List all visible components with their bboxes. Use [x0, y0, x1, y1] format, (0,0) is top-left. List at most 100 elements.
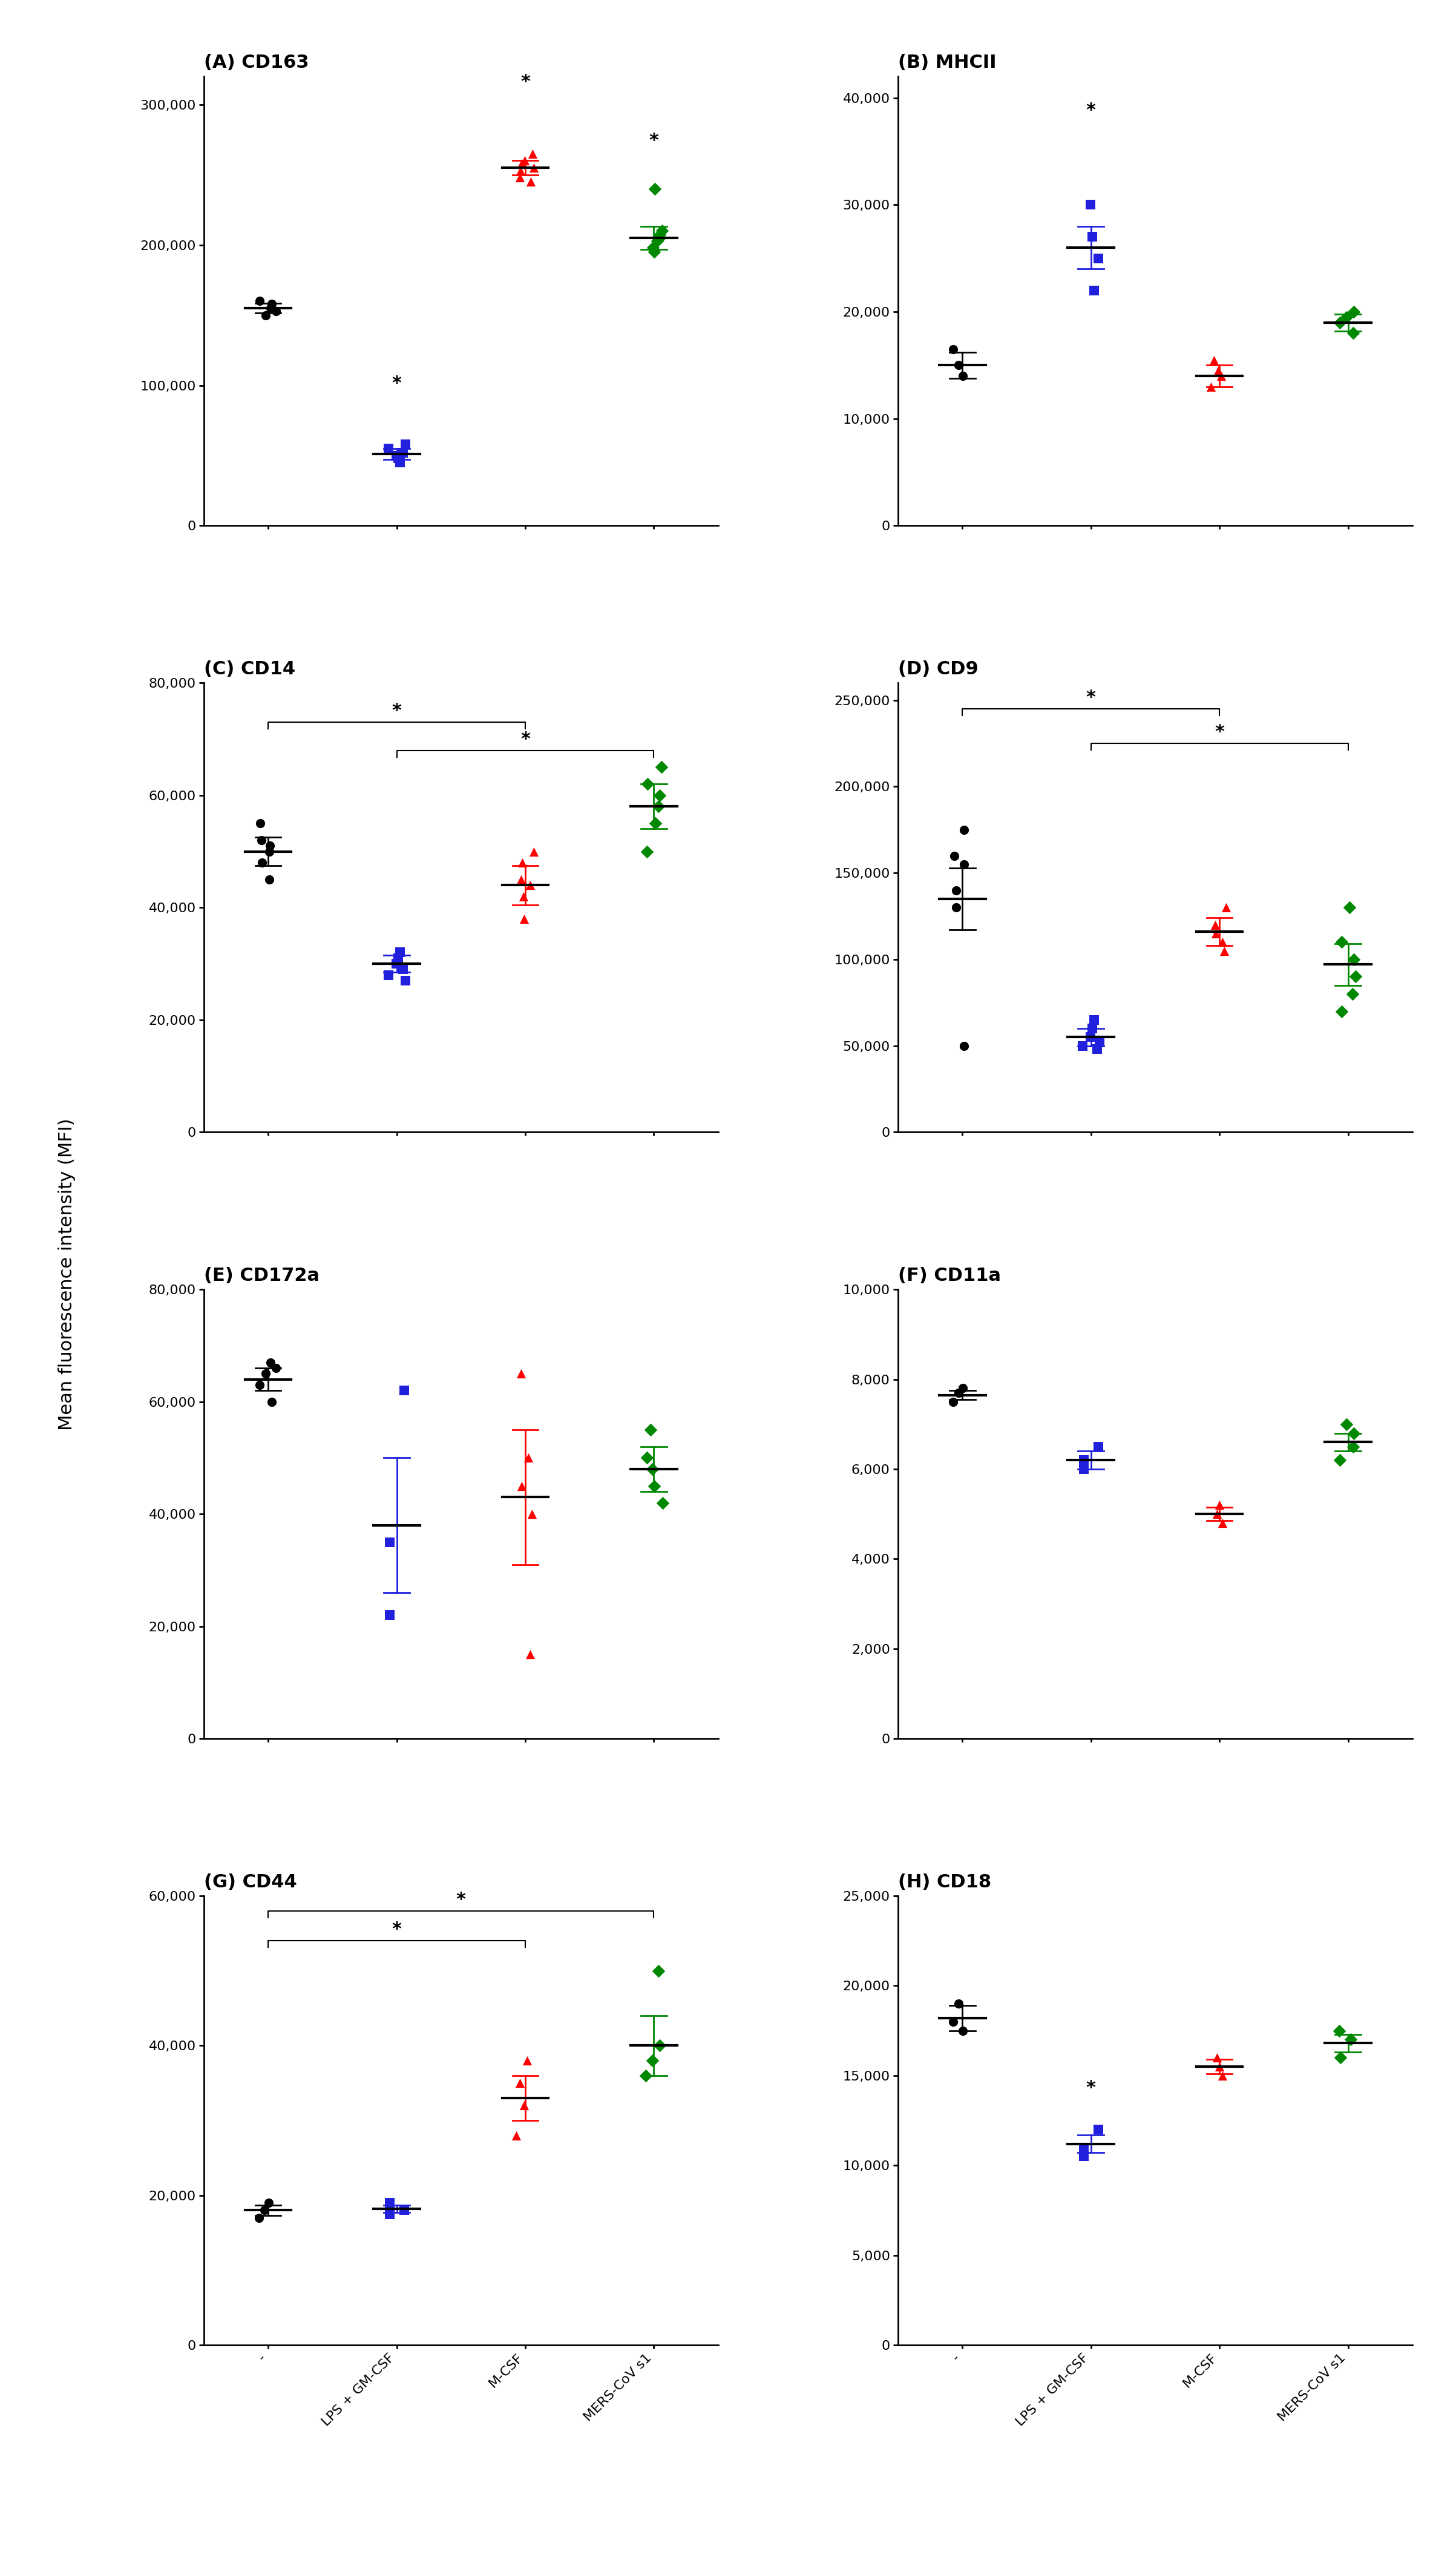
Point	[1210, 354, 1233, 395]
Point	[946, 1371, 970, 1412]
Point	[523, 148, 546, 189]
Point	[1072, 2126, 1095, 2167]
Point	[250, 841, 274, 882]
Text: (A) CD163: (A) CD163	[204, 54, 309, 71]
Point	[1328, 303, 1351, 344]
Point	[952, 811, 976, 851]
Point	[1329, 992, 1353, 1032]
Point	[1211, 1501, 1235, 1542]
Point	[1213, 930, 1236, 971]
Text: *: *	[1086, 102, 1096, 120]
Point	[392, 433, 415, 474]
Point	[249, 803, 272, 844]
Point	[392, 2190, 415, 2230]
Point	[1086, 2108, 1109, 2149]
Point	[517, 1438, 540, 1478]
Point	[649, 747, 673, 788]
Point	[1211, 923, 1235, 964]
Text: *: *	[392, 1922, 402, 1940]
Point	[648, 2026, 671, 2067]
Point	[1203, 339, 1226, 380]
Point	[1342, 938, 1366, 979]
Point	[1328, 1440, 1351, 1481]
Point	[641, 1448, 664, 1489]
Point	[258, 859, 281, 900]
Point	[1083, 270, 1107, 311]
Point	[1341, 314, 1364, 354]
Point	[511, 841, 534, 882]
Point	[642, 1466, 665, 1506]
Point	[259, 288, 282, 329]
Point	[248, 280, 271, 321]
Text: *: *	[392, 704, 402, 719]
Point	[1088, 1022, 1111, 1063]
Point	[255, 296, 278, 336]
Point	[386, 938, 409, 979]
Point	[392, 948, 415, 989]
Point	[1086, 1427, 1109, 1468]
Point	[633, 2054, 657, 2095]
Point	[952, 844, 976, 885]
Text: (F) CD11a: (F) CD11a	[898, 1267, 1000, 1285]
Text: (C) CD14: (C) CD14	[204, 660, 296, 678]
Point	[945, 887, 968, 928]
Point	[395, 961, 418, 1002]
Point	[520, 1494, 543, 1534]
Point	[641, 2039, 664, 2080]
Text: *: *	[456, 1891, 466, 1909]
Point	[261, 283, 284, 324]
Point	[951, 2011, 974, 2052]
Point	[379, 2182, 402, 2223]
Point	[248, 2197, 271, 2238]
Point	[1341, 1427, 1364, 1468]
Text: (E) CD172a: (E) CD172a	[204, 1267, 319, 1285]
Point	[645, 219, 668, 260]
Point	[1079, 1017, 1102, 1058]
Point	[646, 785, 670, 826]
Point	[384, 943, 408, 984]
Point	[642, 227, 665, 268]
Point	[513, 2085, 536, 2126]
Text: *: *	[1214, 724, 1224, 742]
Point	[510, 1466, 533, 1506]
Point	[1338, 887, 1361, 928]
Point	[945, 869, 968, 910]
Point	[1204, 913, 1227, 953]
Point	[377, 953, 400, 994]
Text: *: *	[1086, 2080, 1096, 2098]
Point	[1331, 923, 1354, 964]
Point	[508, 150, 531, 191]
Text: *: *	[649, 133, 658, 150]
Point	[518, 161, 542, 201]
Point	[1079, 184, 1102, 224]
Point	[635, 1438, 658, 1478]
Point	[255, 1354, 278, 1394]
Text: (D) CD9: (D) CD9	[898, 660, 978, 678]
Point	[952, 1025, 976, 1065]
Point	[635, 831, 658, 872]
Point	[1080, 1007, 1104, 1048]
Point	[1335, 296, 1358, 336]
Point	[515, 2039, 539, 2080]
Point	[1214, 887, 1238, 928]
Point	[648, 217, 671, 257]
Point	[942, 329, 965, 370]
Point	[395, 423, 418, 464]
Text: *: *	[520, 74, 530, 92]
Point	[1342, 1412, 1366, 1453]
Point	[386, 438, 409, 479]
Point	[644, 168, 667, 209]
Point	[1328, 2037, 1351, 2077]
Point	[1344, 956, 1367, 997]
Point	[384, 436, 408, 477]
Point	[379, 1596, 402, 1636]
Point	[265, 1348, 288, 1389]
Point	[951, 1369, 974, 1410]
Point	[1204, 905, 1227, 946]
Text: *: *	[392, 375, 402, 393]
Point	[389, 933, 412, 974]
Point	[646, 1950, 670, 1991]
Text: (G) CD44: (G) CD44	[204, 1874, 297, 1891]
Point	[379, 2195, 402, 2235]
Point	[261, 1382, 284, 1422]
